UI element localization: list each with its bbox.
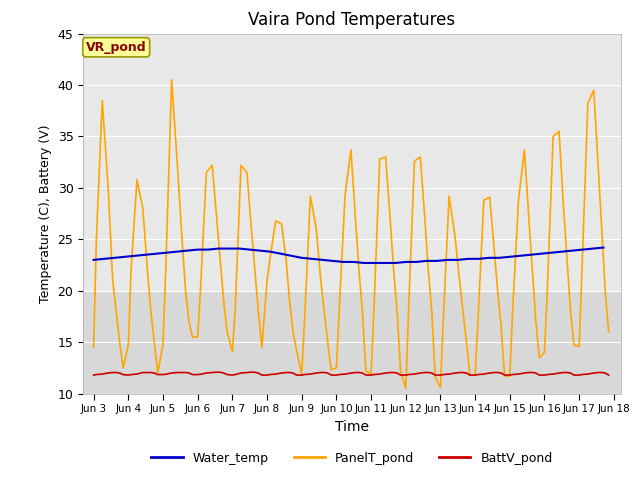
Legend: Water_temp, PanelT_pond, BattV_pond: Water_temp, PanelT_pond, BattV_pond — [147, 447, 557, 469]
Y-axis label: Temperature (C), Battery (V): Temperature (C), Battery (V) — [39, 124, 52, 303]
Text: VR_pond: VR_pond — [86, 41, 147, 54]
Title: Vaira Pond Temperatures: Vaira Pond Temperatures — [248, 11, 456, 29]
Bar — [83, 34, 621, 291]
X-axis label: Time: Time — [335, 420, 369, 433]
